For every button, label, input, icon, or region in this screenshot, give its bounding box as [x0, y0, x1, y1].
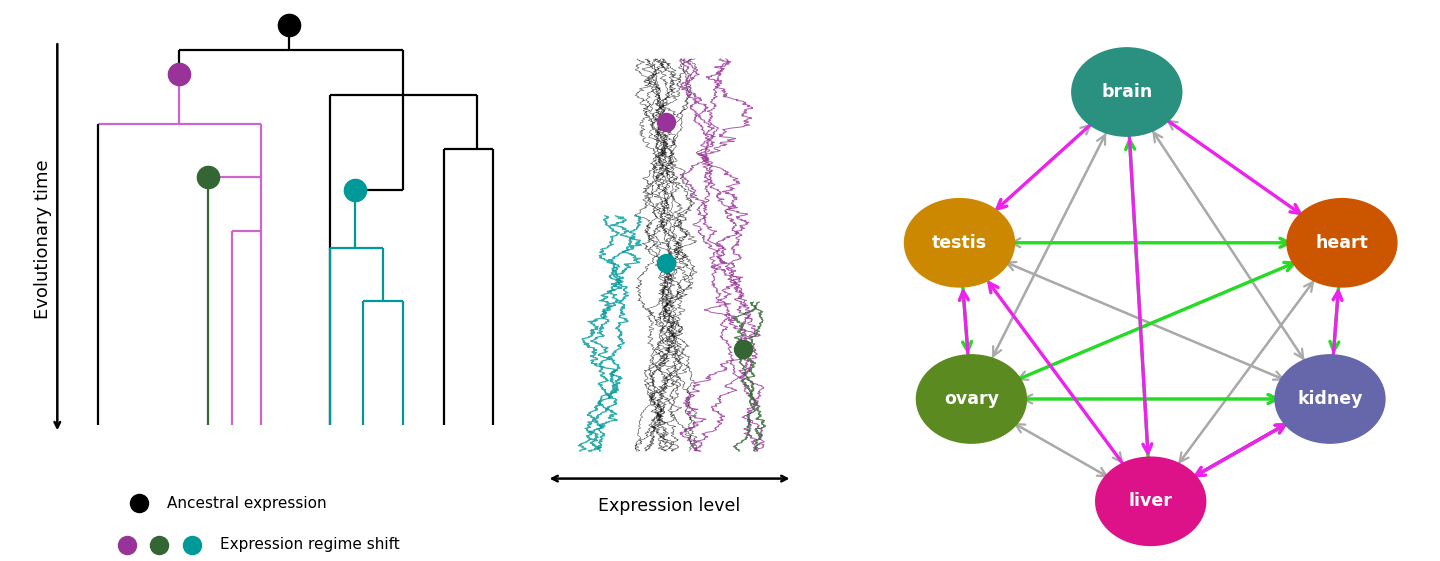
Text: Ancestral expression: Ancestral expression [167, 496, 327, 511]
Text: brain: brain [1102, 83, 1152, 101]
Text: heart: heart [1316, 234, 1368, 252]
Text: liver: liver [1129, 493, 1172, 511]
Ellipse shape [1274, 355, 1385, 443]
Ellipse shape [916, 355, 1027, 443]
Ellipse shape [1287, 199, 1397, 287]
Text: kidney: kidney [1297, 390, 1362, 408]
Text: Expression regime shift: Expression regime shift [220, 537, 400, 552]
Text: Expression level: Expression level [598, 497, 740, 515]
Text: testis: testis [932, 234, 986, 252]
Ellipse shape [1096, 457, 1205, 545]
Text: Evolutionary time: Evolutionary time [35, 159, 52, 319]
Ellipse shape [1071, 48, 1182, 136]
Ellipse shape [904, 199, 1014, 287]
Text: ovary: ovary [945, 390, 999, 408]
